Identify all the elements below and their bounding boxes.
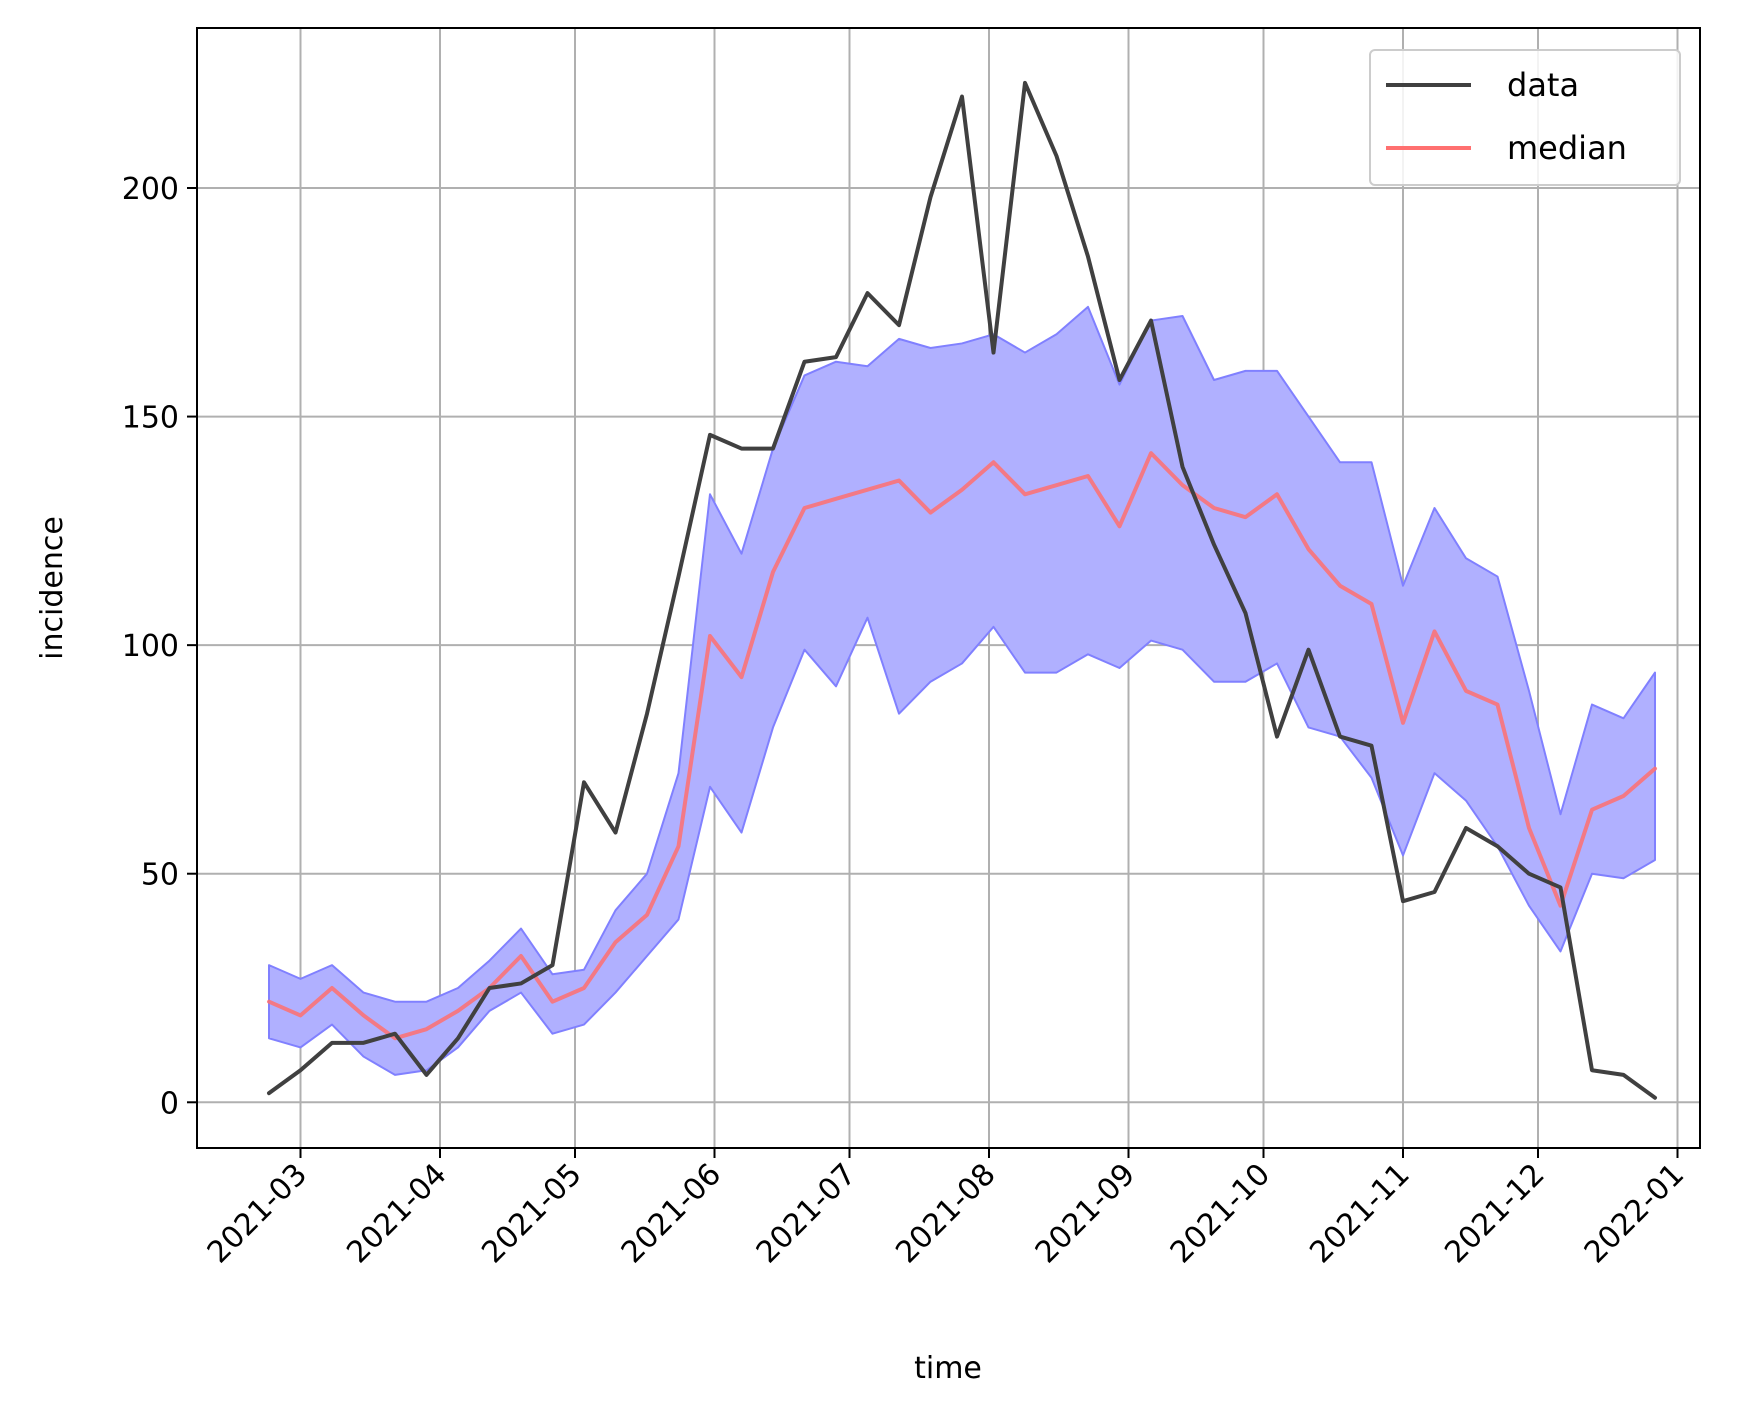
y-axis-title: incidence — [35, 516, 70, 660]
series-line-median — [267, 451, 1657, 1041]
y-axis: 0 50 100 150 200 — [122, 172, 197, 1121]
series-line-data — [267, 80, 1657, 1100]
series-layer — [267, 80, 1657, 1100]
y-tick-label: 100 — [122, 629, 179, 664]
y-tick-label: 150 — [122, 401, 179, 436]
legend-label-median: median — [1507, 129, 1627, 167]
quantile-band — [268, 305, 1656, 1076]
legend-label-data: data — [1507, 66, 1579, 104]
plot-frame — [196, 27, 1701, 1149]
y-tick-label: 200 — [122, 172, 179, 207]
legend: data median — [1369, 49, 1681, 186]
y-tick-label: 0 — [160, 1086, 179, 1121]
y-tick-label: 50 — [141, 858, 179, 893]
band-layer — [268, 305, 1656, 1076]
x-axis-title: time — [914, 1351, 982, 1386]
